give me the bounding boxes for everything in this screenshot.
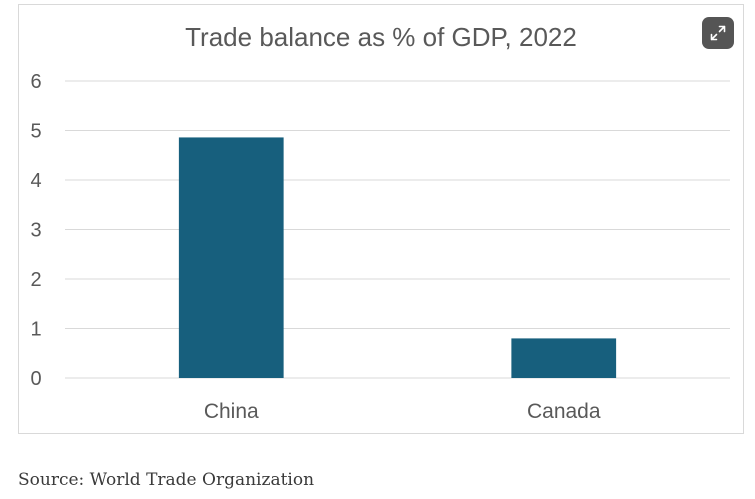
bar-china xyxy=(178,137,284,378)
y-tick-label: 0 xyxy=(30,368,41,390)
x-category-label: Canada xyxy=(527,400,601,423)
y-axis-ticks: 0 1 2 3 4 5 6 xyxy=(30,71,41,390)
y-tick-label: 5 xyxy=(30,121,41,143)
bars xyxy=(178,137,617,378)
y-tick-label: 6 xyxy=(30,71,41,93)
chart-frame xyxy=(18,4,744,434)
y-tick-label: 1 xyxy=(30,319,41,341)
source-caption: Source: World Trade Organization xyxy=(18,470,315,490)
x-axis-categories: China Canada xyxy=(204,400,601,423)
expand-icon xyxy=(710,25,726,41)
y-tick-label: 4 xyxy=(30,170,41,192)
y-tick-label: 2 xyxy=(30,269,41,291)
expand-button[interactable] xyxy=(702,17,734,49)
bar-canada xyxy=(511,338,617,378)
y-tick-label: 3 xyxy=(30,220,41,242)
x-category-label: China xyxy=(204,400,259,423)
gridlines xyxy=(65,80,730,379)
chart-title: Trade balance as % of GDP, 2022 xyxy=(185,22,577,52)
